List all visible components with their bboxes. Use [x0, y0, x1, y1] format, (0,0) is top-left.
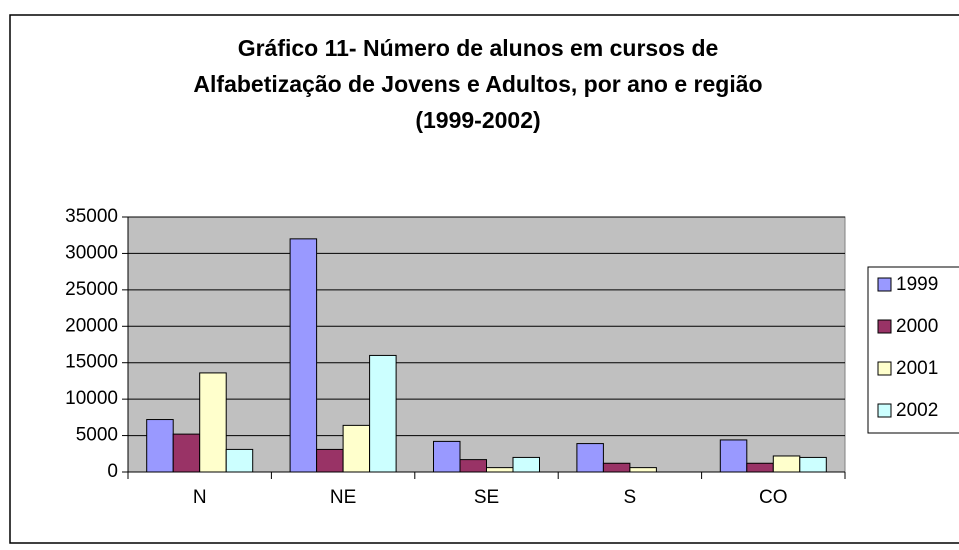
- bar: [799, 456, 827, 473]
- y-tick-label: 0: [107, 461, 118, 482]
- legend-swatch: [877, 361, 892, 376]
- legend-swatch: [877, 319, 892, 334]
- x-tick-label: SE: [474, 487, 499, 508]
- bar: [146, 419, 174, 473]
- bar: [316, 448, 344, 473]
- bar: [629, 467, 657, 473]
- y-tick-label: 20000: [65, 315, 118, 336]
- legend-swatch: [877, 277, 892, 292]
- y-tick-label: 30000: [65, 242, 118, 263]
- legend-label: 2000: [896, 316, 938, 337]
- legend-label: 2001: [896, 358, 938, 379]
- y-tick-label: 5000: [76, 425, 118, 446]
- x-tick-label: CO: [759, 487, 788, 508]
- bar: [342, 424, 371, 473]
- chart-title: (1999-2002): [415, 107, 540, 133]
- y-tick-label: 35000: [65, 206, 118, 227]
- bar: [602, 462, 631, 473]
- bar: [512, 456, 540, 473]
- chart-title: Gráfico 11- Número de alunos em cursos d…: [238, 35, 719, 61]
- bar: [486, 467, 514, 473]
- bar: [719, 439, 748, 473]
- x-tick-label: N: [193, 487, 207, 508]
- x-tick-label: NE: [330, 487, 356, 508]
- bar: [369, 354, 397, 473]
- y-tick-label: 10000: [65, 388, 118, 409]
- bar: [433, 440, 461, 473]
- y-tick-label: 15000: [65, 352, 118, 373]
- bar: [459, 459, 487, 473]
- bar: [172, 433, 201, 473]
- legend-swatch: [877, 403, 892, 418]
- bar: [289, 238, 318, 473]
- bar: [199, 372, 227, 473]
- x-tick-label: S: [624, 487, 637, 508]
- y-tick-label: 25000: [65, 279, 118, 300]
- bar: [746, 462, 774, 473]
- legend-label: 1999: [896, 274, 938, 295]
- bar: [225, 448, 254, 473]
- bar: [772, 455, 801, 473]
- chart-title: Alfabetização de Jovens e Adultos, por a…: [193, 71, 762, 97]
- bar: [576, 443, 604, 473]
- legend-label: 2002: [896, 400, 938, 421]
- plot-area: [127, 216, 846, 473]
